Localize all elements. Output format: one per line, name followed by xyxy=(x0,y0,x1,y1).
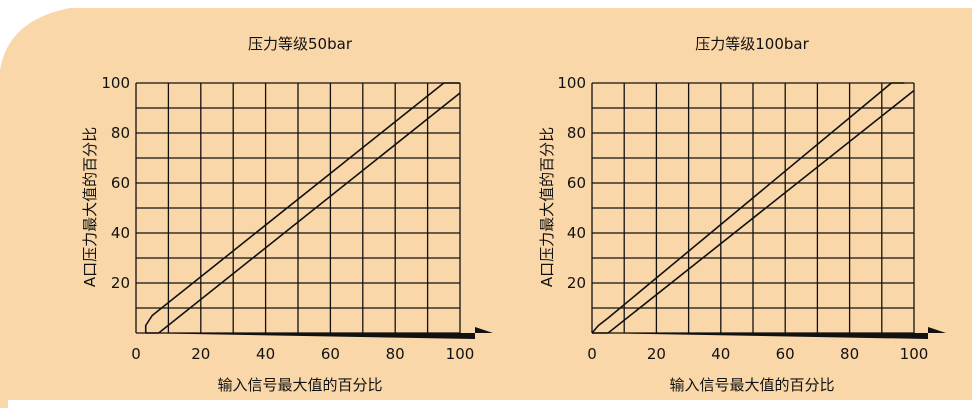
x-axis-arrow xyxy=(592,327,946,339)
x-ticks: 0 20 40 60 80 100 xyxy=(587,345,928,363)
panel-inner-white xyxy=(8,400,972,408)
y-tick-label: 40 xyxy=(111,224,130,242)
y-tick-label: 20 xyxy=(111,274,130,292)
y-tick-label: 100 xyxy=(101,74,130,92)
y-tick-label: 60 xyxy=(111,174,130,192)
y-axis-label: A口压力最大值的百分比 xyxy=(81,127,99,287)
y-tick-label: 60 xyxy=(567,174,586,192)
x-tick-label: 0 xyxy=(587,345,597,363)
x-axis-arrow xyxy=(136,327,493,339)
chart-100bar: 压力等级100bar 20 40 60 80 100 0 20 40 60 80 100 输入信号… xyxy=(538,35,946,394)
x-tick-label: 40 xyxy=(711,345,730,363)
y-axis-label: A口压力最大值的百分比 xyxy=(538,127,556,287)
x-tick-label: 80 xyxy=(840,345,859,363)
x-tick-label: 20 xyxy=(191,345,210,363)
y-ticks: 20 40 60 80 100 xyxy=(101,74,130,292)
grid xyxy=(135,82,461,334)
y-tick-label: 80 xyxy=(111,124,130,142)
x-tick-label: 0 xyxy=(131,345,141,363)
y-tick-label: 20 xyxy=(567,274,586,292)
y-tick-label: 100 xyxy=(557,74,586,92)
x-tick-label: 60 xyxy=(321,345,340,363)
x-tick-label: 100 xyxy=(446,345,475,363)
x-axis-label: 输入信号最大值的百分比 xyxy=(217,376,382,394)
x-tick-label: 80 xyxy=(386,345,405,363)
x-tick-label: 100 xyxy=(900,345,929,363)
x-tick-label: 60 xyxy=(776,345,795,363)
x-tick-label: 20 xyxy=(647,345,666,363)
y-tick-label: 40 xyxy=(567,224,586,242)
x-tick-label: 40 xyxy=(256,345,275,363)
chart-title: 压力等级100bar xyxy=(695,35,809,53)
chart-title: 压力等级50bar xyxy=(248,35,353,53)
series-line-1 xyxy=(144,82,460,333)
y-tick-label: 80 xyxy=(567,124,586,142)
y-ticks: 20 40 60 80 100 xyxy=(557,74,586,292)
series-line-1 xyxy=(591,82,905,334)
x-axis-label: 输入信号最大值的百分比 xyxy=(669,376,834,394)
x-ticks: 0 20 40 60 80 100 xyxy=(131,345,474,363)
chart-50bar: 压力等级50bar 20 40 60 80 100 0 20 40 60 80 100 输入信号最… xyxy=(81,35,493,394)
